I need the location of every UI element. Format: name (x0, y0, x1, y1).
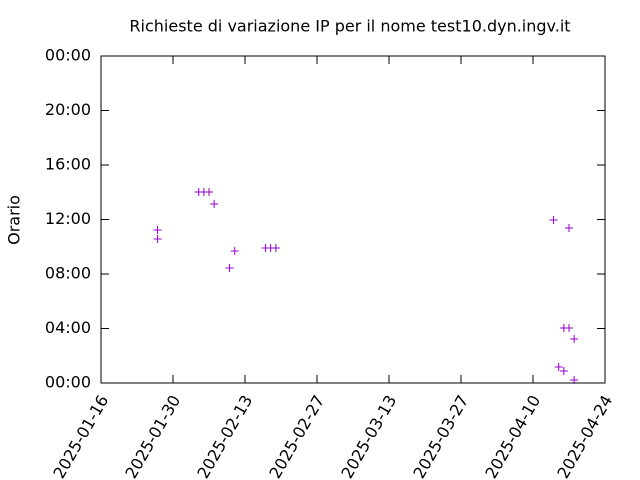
x-tick-label: 2025-04-10 (481, 392, 544, 480)
point (225, 264, 234, 273)
point (271, 243, 280, 252)
y-tick-label: 08:00 (45, 264, 91, 283)
point (210, 199, 219, 208)
point (153, 225, 162, 234)
x-tick-label: 2025-03-27 (409, 392, 472, 480)
y-tick-label: 16:00 (45, 155, 91, 174)
plot-frame (100, 55, 606, 384)
y-tick-label: 00:00 (45, 373, 91, 392)
chart-title: Richieste di variazione IP per il nome t… (129, 17, 570, 36)
point (570, 376, 579, 385)
x-tick-label: 2025-02-13 (193, 392, 256, 480)
point (549, 216, 558, 225)
y-tick-label: 20:00 (45, 100, 91, 119)
point (565, 323, 573, 332)
point (554, 363, 563, 372)
y-tick-label: 00:00 (45, 46, 91, 65)
y-tick-label: 04:00 (45, 318, 91, 337)
x-tick-label: 2025-03-13 (337, 392, 400, 480)
point (565, 223, 573, 232)
point (559, 367, 568, 376)
point (205, 187, 213, 196)
y-tick-label: 12:00 (45, 209, 91, 228)
x-tick-label: 2025-02-27 (265, 392, 328, 480)
point (153, 234, 162, 243)
x-tick-label: 2025-01-30 (121, 392, 184, 480)
point (570, 334, 579, 343)
x-tick-label: 2025-04-24 (553, 392, 616, 480)
point (230, 246, 239, 255)
y-axis-label: Orario (5, 195, 24, 245)
x-tick-label: 2025-01-16 (49, 392, 112, 480)
